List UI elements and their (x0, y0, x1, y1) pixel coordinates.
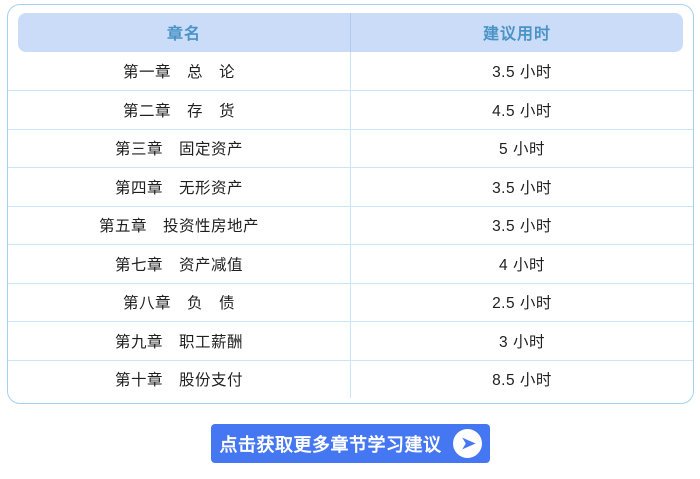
chapter-name-cell: 第三章 固定资产 (114, 141, 243, 159)
table-row: 第九章 职工薪酬 3 小时 (8, 321, 693, 360)
suggested-time-cell: 2.5 小时 (350, 283, 693, 321)
suggested-time-cell: 4 小时 (350, 245, 693, 283)
suggested-time-cell: 8.5 小时 (350, 360, 693, 398)
table-row: 第八章 负 债 2.5 小时 (8, 282, 693, 321)
chapter-name-cell: 第四章 无形资产 (114, 179, 243, 197)
column-header-chapter: 章名 (166, 26, 201, 43)
table-body: 第一章 总 论 3.5 小时 第二章 存 货 4.5 小时 第三章 固定资产 5… (8, 51, 693, 398)
chapter-name-cell: 第九章 职工薪酬 (114, 333, 243, 351)
chapter-name-cell: 第十章 股份支付 (114, 372, 243, 390)
more-chapters-button[interactable]: 点击获取更多章节学习建议 (211, 424, 490, 463)
table-row: 第五章 投资性房地产 3.5 小时 (8, 205, 693, 244)
suggested-time-cell: 3.5 小时 (350, 168, 693, 206)
suggested-time-cell: 5 小时 (350, 129, 693, 167)
table-row: 第三章 固定资产 5 小时 (8, 128, 693, 167)
table-row: 第一章 总 论 3.5 小时 (8, 51, 693, 90)
chapter-name-cell: 第七章 资产减值 (114, 256, 243, 274)
more-chapters-button-label: 点击获取更多章节学习建议 (219, 434, 442, 455)
table-row: 第四章 无形资产 3.5 小时 (8, 167, 693, 206)
chapter-name-cell: 第五章 投资性房地产 (98, 218, 259, 236)
suggested-time-cell: 4.5 小时 (350, 91, 693, 129)
column-header-suggested-time: 建议用时 (350, 12, 683, 52)
table-row: 第二章 存 货 4.5 小时 (8, 90, 693, 129)
chapter-name-cell: 第八章 负 债 (122, 295, 235, 313)
play-arrow-icon (452, 429, 482, 458)
suggested-time-cell: 3.5 小时 (350, 206, 693, 244)
chapter-name-cell: 第一章 总 论 (122, 63, 235, 81)
study-time-table: 章名 建议用时 第一章 总 论 3.5 小时 第二章 存 货 4.5 小时 第三… (7, 4, 694, 404)
table-row: 第七章 资产减值 4 小时 (8, 244, 693, 283)
table-header-row: 章名 建议用时 (18, 12, 683, 52)
table-row: 第十章 股份支付 8.5 小时 (8, 359, 693, 398)
suggested-time-cell: 3 小时 (350, 322, 693, 360)
chapter-name-cell: 第二章 存 货 (122, 102, 235, 120)
suggested-time-cell: 3.5 小时 (350, 51, 693, 90)
